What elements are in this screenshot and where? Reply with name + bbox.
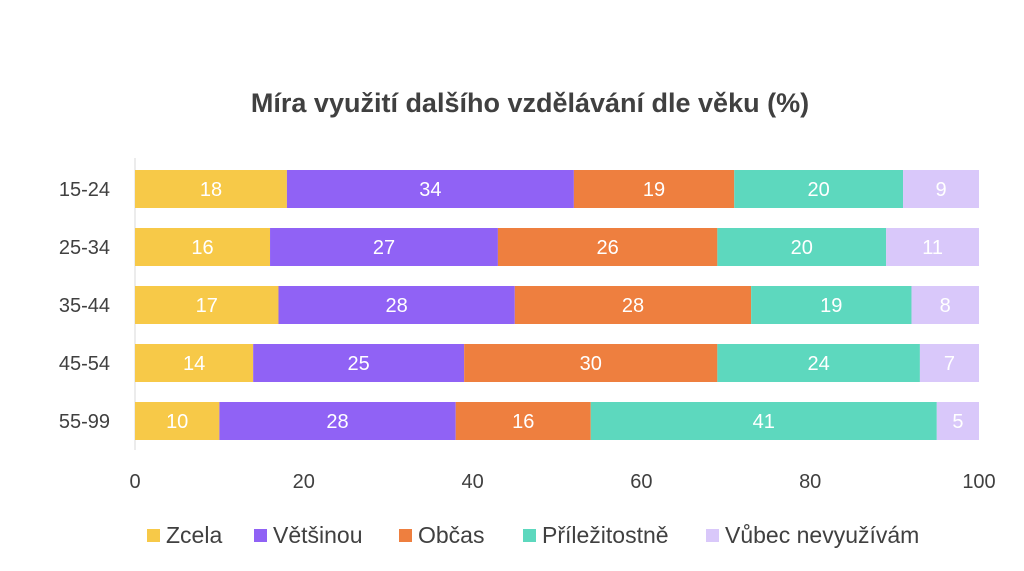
data-label: 20 — [791, 237, 813, 259]
legend-swatch — [147, 529, 160, 542]
bar-segment — [903, 170, 979, 208]
y-tick-label: 45-54 — [59, 353, 110, 375]
data-label: 17 — [196, 295, 218, 317]
bar-segment — [135, 402, 220, 440]
data-label: 5 — [952, 411, 963, 433]
data-label: 28 — [386, 295, 408, 317]
y-tick-label: 25-34 — [59, 237, 110, 259]
bar-segment — [590, 402, 937, 440]
bar-segment — [219, 402, 456, 440]
legend-label: Většinou — [273, 522, 363, 548]
bar-segment — [464, 344, 718, 382]
data-label: 8 — [940, 295, 951, 317]
data-label: 7 — [944, 353, 955, 375]
data-label: 27 — [373, 237, 395, 259]
bar-segment — [734, 170, 904, 208]
data-label: 25 — [348, 353, 370, 375]
x-tick-label: 60 — [630, 471, 652, 493]
data-label: 10 — [166, 411, 188, 433]
legend-item: Vůbec nevyužívám — [706, 522, 919, 549]
bar-segment — [717, 344, 920, 382]
legend: Zcela Většinou Občas Příležitostně Vůbec nev… — [0, 522, 1024, 552]
bar-segment — [514, 286, 752, 324]
data-label: 24 — [808, 353, 830, 375]
bar-segment — [919, 344, 979, 382]
legend-label: Zcela — [166, 522, 223, 548]
data-label: 18 — [200, 179, 222, 201]
y-tick-label: 35-44 — [59, 295, 110, 317]
bar-segment — [253, 344, 465, 382]
legend-label: Občas — [418, 522, 485, 548]
bar-segment — [270, 228, 498, 266]
bar-segment — [455, 402, 591, 440]
legend-item: Většinou — [254, 522, 363, 549]
bar-segment — [751, 286, 912, 324]
bar-segment — [135, 228, 271, 266]
legend-label: Vůbec nevyužívám — [725, 522, 920, 548]
legend-swatch — [254, 529, 267, 542]
chart-title: Míra využití dalšího vzdělávání dle věku… — [250, 88, 810, 118]
data-label: 20 — [808, 179, 830, 201]
data-label: 16 — [191, 237, 213, 259]
bar-segment — [497, 228, 718, 266]
bar-segment — [278, 286, 515, 324]
data-label: 9 — [935, 179, 946, 201]
x-tick-label: 40 — [461, 471, 483, 493]
data-label: 11 — [922, 237, 943, 259]
bar-segment — [717, 228, 887, 266]
data-label: 19 — [643, 179, 665, 201]
data-label: 28 — [326, 411, 348, 433]
data-label: 28 — [622, 295, 644, 317]
data-label: 41 — [753, 411, 775, 433]
x-tick-label: 20 — [293, 471, 315, 493]
bar-segment — [135, 286, 279, 324]
data-label: 19 — [820, 295, 842, 317]
bar-segment — [286, 170, 574, 208]
legend-item: Občas — [399, 522, 484, 549]
x-tick-label: 100 — [962, 471, 995, 493]
data-label: 16 — [512, 411, 534, 433]
legend-swatch — [523, 529, 536, 542]
x-tick-label: 0 — [129, 471, 140, 493]
bar-segment — [886, 228, 979, 266]
data-label: 26 — [597, 237, 619, 259]
bar-segment — [573, 170, 735, 208]
data-label: 30 — [580, 353, 602, 375]
bar-segment — [911, 286, 979, 324]
bar-segment — [135, 170, 287, 208]
legend-swatch — [706, 529, 719, 542]
bar-segment — [135, 344, 254, 382]
legend-label: Příležitostně — [542, 522, 669, 548]
legend-swatch — [399, 529, 412, 542]
y-tick-label: 15-24 — [59, 179, 110, 201]
x-tick-label: 80 — [799, 471, 821, 493]
legend-item: Zcela — [147, 522, 222, 549]
data-label: 34 — [419, 179, 441, 201]
legend-item: Příležitostně — [523, 522, 669, 549]
data-label: 14 — [183, 353, 205, 375]
y-tick-label: 55-99 — [59, 411, 110, 433]
bar-segment — [936, 402, 979, 440]
